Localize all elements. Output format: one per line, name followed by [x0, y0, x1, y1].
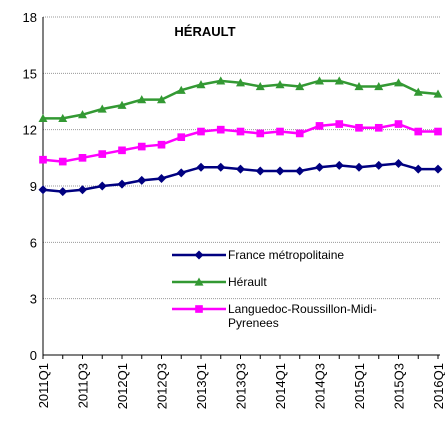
marker — [117, 179, 127, 189]
marker — [194, 277, 204, 286]
x-tick-label: 2011Q1 — [36, 363, 51, 408]
marker — [315, 122, 324, 130]
marker — [216, 76, 226, 85]
marker — [276, 127, 284, 136]
marker — [97, 181, 107, 191]
marker — [137, 175, 147, 185]
marker — [433, 164, 443, 174]
marker — [236, 78, 245, 87]
marker — [255, 81, 265, 91]
y-tick-label: 15 — [23, 66, 37, 81]
marker — [58, 113, 68, 122]
x-tick-label: 2013Q1 — [194, 363, 209, 409]
marker — [216, 162, 226, 172]
y-tick-label: 18 — [23, 10, 37, 25]
marker — [98, 150, 107, 158]
marker — [295, 81, 305, 91]
marker — [216, 125, 225, 134]
marker — [394, 158, 403, 168]
y-tick-label: 9 — [30, 179, 37, 194]
marker — [197, 127, 205, 136]
marker — [256, 129, 265, 138]
marker — [434, 127, 442, 136]
marker — [394, 78, 403, 87]
legend-item: Languedoc-Roussillon-Midi-Pyrenees — [170, 302, 440, 330]
legend-item: France métropolitaine — [170, 248, 440, 262]
marker — [374, 160, 384, 170]
legend-item: Hérault — [170, 275, 440, 289]
legend-swatch — [172, 250, 226, 260]
x-tick-label: 2014Q1 — [273, 363, 288, 409]
marker — [157, 95, 166, 104]
marker — [275, 80, 285, 89]
marker — [394, 120, 403, 128]
marker — [355, 123, 363, 132]
marker — [176, 85, 186, 94]
x-tick-label: 2012Q3 — [155, 363, 170, 409]
marker — [196, 162, 206, 172]
marker — [275, 166, 285, 176]
marker — [236, 127, 245, 136]
marker — [413, 87, 423, 96]
marker — [196, 80, 206, 89]
marker — [137, 142, 146, 151]
marker — [78, 185, 87, 195]
marker — [117, 100, 127, 109]
marker — [176, 168, 186, 178]
marker — [39, 155, 47, 164]
marker — [354, 81, 364, 91]
marker — [374, 81, 384, 91]
y-tick-label: 12 — [23, 123, 37, 138]
marker — [374, 123, 383, 132]
marker — [58, 187, 68, 197]
legend-label: Hérault — [228, 275, 267, 289]
x-tick-label: 2013Q3 — [234, 363, 249, 409]
x-tick-label: 2016Q1 — [431, 363, 445, 409]
marker — [414, 127, 423, 136]
y-tick-label: 6 — [30, 235, 37, 250]
marker — [334, 76, 344, 85]
legend-label: Languedoc-Roussillon-Midi-Pyrenees — [228, 302, 377, 330]
y-tick-label: 0 — [30, 348, 37, 363]
marker — [177, 133, 186, 142]
marker — [137, 95, 147, 104]
y-tick-label: 3 — [30, 292, 37, 307]
marker — [433, 89, 443, 98]
marker — [194, 250, 204, 260]
legend: France métropolitaine Hérault Languedoc-Ro… — [170, 248, 440, 343]
marker — [295, 129, 304, 138]
marker — [118, 146, 126, 155]
x-tick-label: 2015Q3 — [392, 363, 407, 409]
marker — [78, 154, 87, 162]
marker — [315, 76, 324, 85]
x-tick-label: 2014Q3 — [313, 363, 328, 409]
marker — [354, 162, 364, 172]
marker — [255, 166, 265, 176]
marker — [413, 164, 423, 174]
marker — [195, 305, 203, 313]
marker — [38, 185, 48, 195]
marker — [315, 162, 324, 172]
marker — [157, 140, 166, 149]
marker — [97, 104, 107, 113]
marker — [157, 173, 166, 183]
x-tick-label: 2011Q3 — [76, 363, 91, 408]
legend-swatch — [172, 305, 226, 313]
marker — [78, 110, 87, 119]
x-tick-label: 2015Q1 — [352, 363, 367, 409]
chart-title: HÉRAULT — [174, 24, 235, 39]
marker — [334, 160, 344, 170]
marker — [236, 164, 245, 174]
marker — [58, 157, 67, 166]
x-tick-label: 2012Q1 — [115, 363, 130, 409]
marker — [295, 166, 305, 176]
marker — [335, 120, 344, 128]
legend-swatch — [172, 277, 226, 286]
marker — [38, 113, 48, 122]
legend-label: France métropolitaine — [228, 248, 345, 262]
